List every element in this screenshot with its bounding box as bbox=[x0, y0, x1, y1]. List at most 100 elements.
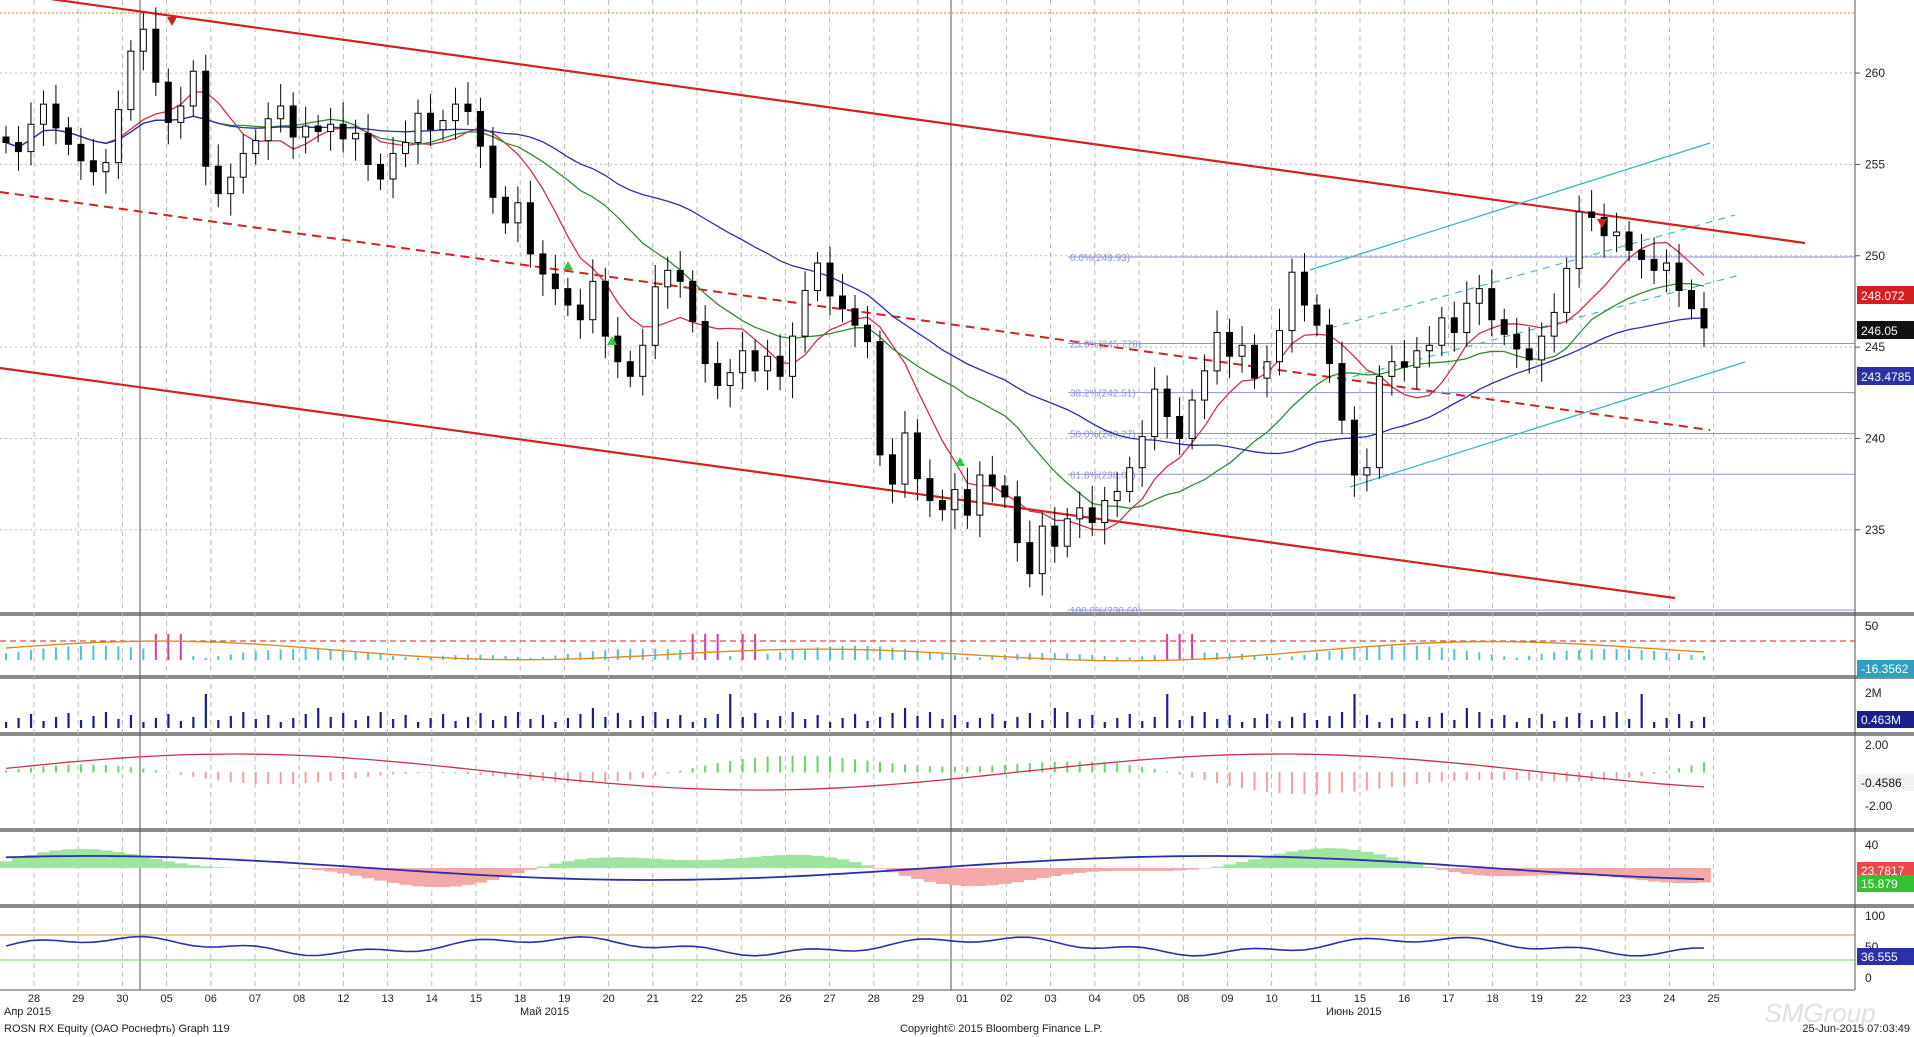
candle-body bbox=[139, 28, 147, 52]
volume-bar bbox=[829, 722, 832, 728]
momentum-bar bbox=[367, 653, 370, 660]
volume-bar bbox=[1041, 720, 1044, 728]
momentum-bar bbox=[679, 649, 682, 660]
date-tick-label: 17 bbox=[1442, 993, 1454, 1005]
candle-body bbox=[289, 105, 297, 138]
volume-bar bbox=[1203, 712, 1206, 728]
candle-body bbox=[1525, 348, 1533, 361]
candle-body bbox=[1088, 507, 1096, 523]
momentum-bar bbox=[1465, 650, 1468, 660]
macd-histogram-bar bbox=[779, 755, 782, 773]
momentum-bar bbox=[1203, 652, 1206, 660]
dmi-fill bbox=[561, 861, 575, 868]
momentum-bar bbox=[1690, 654, 1693, 660]
macd-histogram-bar bbox=[1028, 763, 1031, 773]
momentum-bar bbox=[878, 646, 881, 660]
dmi-fill bbox=[848, 862, 862, 868]
momentum-bar bbox=[79, 645, 82, 660]
volume-bar bbox=[1465, 708, 1468, 728]
volume-bar bbox=[654, 712, 657, 728]
dmi-fill bbox=[673, 859, 687, 868]
date-tick-label: 08 bbox=[293, 993, 305, 1005]
dmi-fill bbox=[786, 854, 800, 868]
momentum-bar bbox=[1665, 652, 1668, 660]
volume-bar bbox=[1253, 718, 1256, 728]
momentum-bar bbox=[342, 650, 345, 660]
date-tick-label: 25 bbox=[1707, 993, 1719, 1005]
candle-body bbox=[901, 432, 909, 485]
momentum-bar bbox=[841, 645, 844, 660]
dmi-fill bbox=[324, 868, 338, 872]
panel-bg bbox=[0, 680, 1855, 731]
candle-body bbox=[1513, 333, 1521, 350]
macd-histogram-bar bbox=[292, 772, 295, 784]
volume-bar bbox=[691, 722, 694, 728]
momentum-bar bbox=[392, 655, 395, 660]
macd-histogram-bar bbox=[466, 772, 469, 775]
candle-body bbox=[1388, 361, 1396, 377]
upchannel-upper bbox=[1309, 142, 1711, 271]
momentum-bar bbox=[1553, 652, 1556, 660]
momentum-bar bbox=[1228, 653, 1231, 660]
momentum-bar bbox=[941, 653, 944, 660]
date-tick-label: 16 bbox=[1398, 993, 1410, 1005]
macd-histogram-bar bbox=[1415, 772, 1418, 784]
dmi-fill bbox=[1510, 868, 1524, 877]
macd-histogram-bar bbox=[1603, 772, 1606, 781]
candle-body bbox=[863, 324, 871, 343]
dmi-fill bbox=[1585, 868, 1599, 876]
dmi-fill bbox=[1460, 868, 1474, 874]
dmi-fill bbox=[74, 848, 88, 868]
dmi-fill bbox=[998, 868, 1012, 884]
dmi-fill bbox=[461, 868, 475, 885]
volume-bar bbox=[179, 721, 182, 728]
momentum-bar bbox=[1640, 650, 1643, 660]
volume-bar bbox=[704, 718, 707, 728]
dmi-fill bbox=[1560, 868, 1574, 875]
fib-label: 61.8%(238.04) bbox=[1070, 470, 1136, 481]
date-tick-label: 05 bbox=[160, 993, 172, 1005]
macd-histogram-bar bbox=[367, 772, 370, 777]
momentum-bar bbox=[329, 649, 332, 660]
volume-bar bbox=[1640, 694, 1643, 728]
momentum-bar bbox=[1278, 657, 1281, 660]
momentum-bar bbox=[1216, 652, 1219, 660]
momentum-bar bbox=[1353, 648, 1356, 660]
macd-histogram-bar bbox=[1203, 772, 1206, 781]
momentum-bar bbox=[404, 657, 407, 660]
volume-bar bbox=[117, 719, 120, 728]
dmi-fill bbox=[1647, 868, 1661, 882]
macd-histogram-bar bbox=[966, 766, 969, 773]
momentum-bar bbox=[1390, 645, 1393, 660]
macd-histogram-bar bbox=[217, 772, 220, 781]
volume-bar bbox=[167, 714, 170, 728]
momentum-bar bbox=[1653, 651, 1656, 660]
dmi-fill bbox=[311, 868, 325, 871]
dmi-fill bbox=[536, 866, 550, 868]
footer: ROSN RX Equity (ОАО Роснефть) Graph 119 … bbox=[4, 998, 1910, 1035]
momentum-bar bbox=[1490, 654, 1493, 660]
dmi-fill bbox=[948, 868, 962, 886]
momentum-bar bbox=[1253, 654, 1256, 660]
candle-body bbox=[1188, 399, 1196, 439]
adx-line bbox=[5, 855, 1705, 881]
volume-bar bbox=[516, 712, 520, 728]
macd-histogram-bar bbox=[142, 768, 145, 773]
macd-histogram-bar bbox=[1340, 772, 1343, 793]
channel-lower-line bbox=[0, 366, 1676, 600]
volume-bar bbox=[616, 713, 619, 728]
momentum-bar bbox=[1440, 647, 1443, 660]
rsi-line bbox=[5, 935, 1705, 957]
date-tick-label: 12 bbox=[337, 993, 349, 1005]
macd-histogram-bar bbox=[392, 772, 395, 775]
date-tick-label: 23 bbox=[1619, 993, 1631, 1005]
candle-body bbox=[963, 489, 971, 516]
date-tick-label: 02 bbox=[1000, 993, 1012, 1005]
candle-body bbox=[1438, 317, 1446, 346]
candle-body bbox=[14, 141, 22, 153]
macd-histogram-bar bbox=[5, 770, 7, 773]
macd-histogram-bar bbox=[1003, 764, 1006, 773]
dmi-fill bbox=[1660, 868, 1674, 883]
macd-histogram-bar bbox=[479, 772, 482, 776]
panel-bg bbox=[0, 737, 1855, 827]
